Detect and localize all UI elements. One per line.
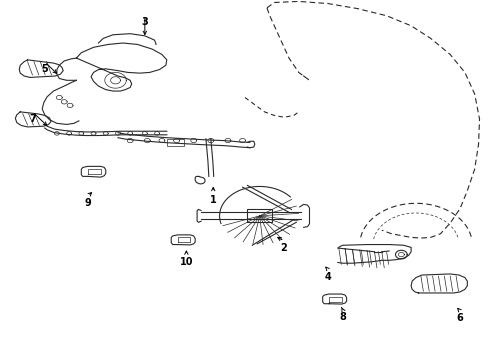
Text: 2: 2	[281, 243, 288, 253]
Text: 7: 7	[29, 114, 36, 124]
Text: 10: 10	[180, 257, 193, 267]
Text: 5: 5	[41, 64, 48, 74]
Text: 8: 8	[339, 312, 346, 322]
Text: 6: 6	[457, 313, 464, 323]
Text: 9: 9	[84, 198, 91, 208]
Bar	[167, 139, 184, 146]
Bar	[247, 210, 272, 222]
Text: 3: 3	[142, 17, 148, 27]
Text: 4: 4	[325, 272, 331, 282]
Text: 1: 1	[210, 195, 217, 205]
